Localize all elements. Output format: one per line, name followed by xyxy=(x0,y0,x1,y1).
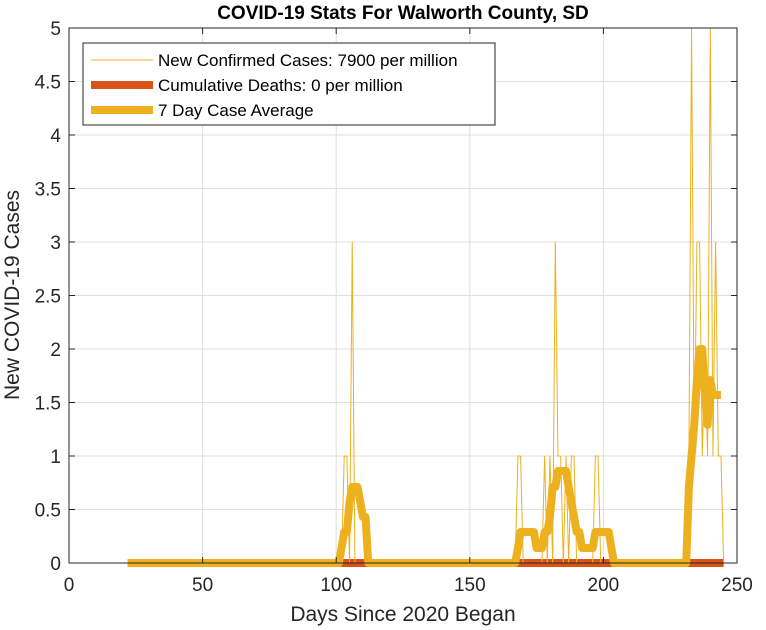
y-tick-label: 3.5 xyxy=(35,180,61,201)
x-tick-label: 0 xyxy=(64,575,75,596)
y-tick-label: 5 xyxy=(50,19,61,40)
axis-ticks: 0 50 100 150 200 250 0 0.5 1 1.5 2 2.5 3 3.5 4 4.5 5 xyxy=(35,19,753,596)
x-tick-label: 200 xyxy=(588,575,620,596)
y-tick-label: 2.5 xyxy=(35,287,61,308)
x-axis-label: Days Since 2020 Began xyxy=(290,603,515,626)
y-tick-label: 1 xyxy=(50,447,61,468)
series-line-new-confirmed-cases xyxy=(127,27,725,564)
y-tick-label: 1.5 xyxy=(35,394,61,415)
chart-title: COVID-19 Stats For Walworth County, SD xyxy=(217,3,589,24)
y-axis-label: New COVID-19 Cases xyxy=(1,190,24,400)
legend: New Confirmed Cases: 7900 per million Cu… xyxy=(82,42,496,126)
x-tick-label: 100 xyxy=(320,575,352,596)
y-tick-label: 0 xyxy=(50,554,61,575)
y-tick-label: 3 xyxy=(50,233,61,254)
legend-label-cumulative-deaths: Cumulative Deaths: 0 per million xyxy=(158,76,403,95)
legend-label-7-day-case-average: 7 Day Case Average xyxy=(158,101,314,120)
x-tick-label: 50 xyxy=(192,575,213,596)
x-tick-label: 150 xyxy=(454,575,486,596)
y-tick-label: 4 xyxy=(50,126,61,147)
y-tick-label: 2 xyxy=(50,340,61,361)
y-tick-label: 0.5 xyxy=(35,501,61,522)
legend-label-new-confirmed-cases: New Confirmed Cases: 7900 per million xyxy=(158,51,458,70)
x-tick-label: 250 xyxy=(721,575,753,596)
y-tick-label: 4.5 xyxy=(35,73,61,94)
